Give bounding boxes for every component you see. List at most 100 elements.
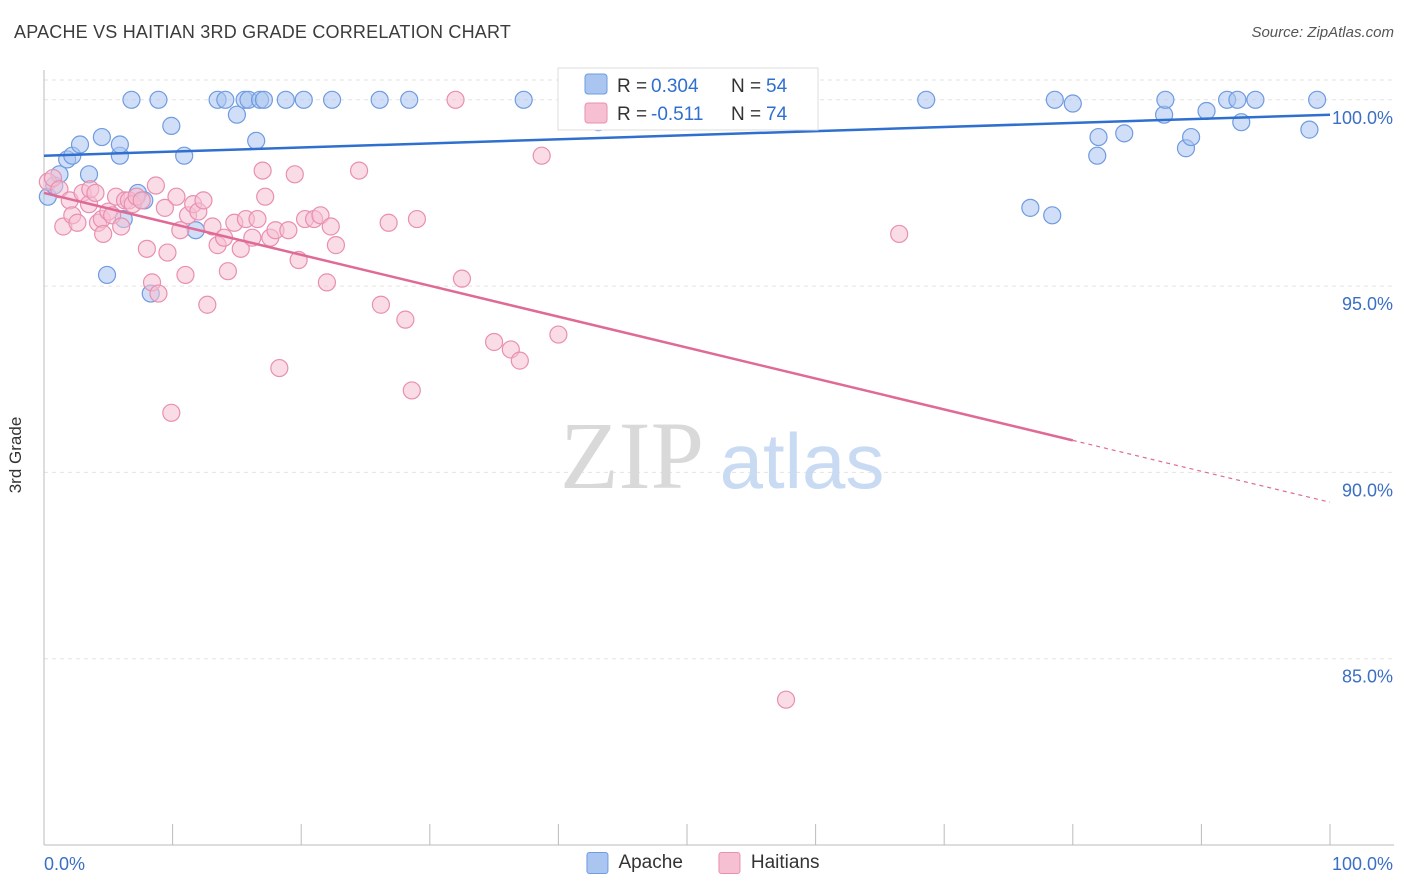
x-tick-label-max: 100.0% — [1332, 854, 1393, 874]
point-apache — [1115, 124, 1134, 143]
point-haitians — [86, 183, 105, 203]
y-tick-label: 90.0% — [1342, 480, 1393, 500]
point-haitians — [149, 284, 168, 303]
point-apache — [1300, 120, 1319, 139]
point-haitians — [890, 224, 909, 244]
trend-line-haitians — [43, 191, 1074, 442]
point-apache — [514, 90, 533, 109]
stats-swatch-apache — [584, 73, 608, 95]
legend-label-haitians: Haitians — [750, 852, 820, 873]
point-haitians — [452, 269, 472, 288]
legend-item-haitians[interactable]: Haitians — [718, 852, 820, 874]
point-apache — [175, 146, 194, 165]
stats-r-label-apache: R = — [617, 76, 647, 97]
stats-n-value-haitians: 74 — [766, 104, 788, 125]
point-haitians — [379, 213, 398, 232]
point-haitians — [248, 209, 267, 229]
y-tick-label: 100.0% — [1332, 108, 1393, 128]
point-haitians — [270, 358, 289, 378]
point-haitians — [326, 236, 346, 255]
point-haitians — [349, 161, 369, 180]
watermark: ZIP atlas — [560, 402, 884, 509]
point-haitians — [155, 198, 174, 217]
stats-n-label-haitians: N = — [731, 104, 761, 125]
point-apache — [110, 135, 129, 154]
point-haitians — [218, 262, 237, 281]
point-haitians — [194, 191, 213, 210]
point-haitians — [510, 351, 529, 370]
point-apache — [122, 90, 141, 109]
y-tick-label: 95.0% — [1342, 294, 1393, 314]
point-apache — [216, 90, 235, 109]
point-haitians — [402, 381, 421, 400]
point-apache — [294, 90, 313, 109]
point-haitians — [198, 295, 217, 314]
point-apache — [322, 90, 342, 109]
chart-title: APACHE VS HAITIAN 3RD GRADE CORRELATION … — [14, 22, 512, 42]
point-haitians — [253, 161, 272, 180]
point-haitians — [256, 187, 275, 206]
point-apache — [370, 90, 389, 109]
point-apache — [162, 116, 181, 135]
point-haitians — [167, 187, 186, 206]
legend-swatch-apache — [586, 852, 609, 874]
point-haitians — [132, 191, 151, 210]
point-haitians — [112, 217, 131, 236]
point-apache — [227, 105, 246, 124]
point-apache — [1088, 146, 1107, 165]
stats-legend-box: R = 0.304 N = 54 R = -0.511 N = 74 — [557, 67, 819, 131]
point-apache — [917, 90, 936, 109]
point-haitians — [485, 332, 504, 352]
stats-r-label-haitians: R = — [617, 104, 647, 125]
point-haitians — [311, 206, 330, 225]
point-haitians — [158, 243, 177, 262]
point-haitians — [162, 403, 181, 422]
stats-n-value-apache: 54 — [766, 76, 788, 97]
point-apache — [1197, 101, 1216, 121]
point-apache — [1043, 206, 1062, 225]
data-points — [38, 90, 1327, 709]
point-haitians — [446, 90, 465, 109]
point-haitians — [137, 239, 156, 258]
point-haitians — [396, 310, 415, 329]
chart-legend: Apache Haitians — [586, 852, 820, 874]
watermark-atlas: atlas — [720, 417, 885, 505]
point-apache — [1308, 90, 1327, 109]
point-haitians — [285, 165, 304, 184]
y-tick-label: 85.0% — [1342, 667, 1393, 687]
point-haitians — [371, 295, 391, 314]
point-haitians — [279, 221, 298, 240]
point-haitians — [176, 265, 195, 285]
point-apache — [97, 265, 117, 285]
point-apache — [1045, 90, 1064, 109]
trend-lines — [43, 113, 1331, 503]
legend-item-apache[interactable]: Apache — [586, 852, 683, 874]
point-apache — [276, 90, 295, 109]
stats-r-value-apache: 0.304 — [651, 76, 699, 97]
point-apache — [1246, 90, 1265, 109]
legend-swatch-haitians — [718, 852, 741, 874]
source-label: Source: ZipAtlas.com — [1251, 24, 1394, 41]
point-haitians — [317, 273, 337, 292]
point-haitians — [532, 146, 551, 165]
trend-line-apache — [43, 113, 1331, 157]
trend-line-extension-haitians — [1072, 439, 1331, 503]
gridlines — [44, 79, 1394, 660]
tick-labels: 85.0% 90.0% 95.0% 100.0% 0.0% 100.0% — [44, 108, 1393, 874]
point-haitians — [776, 690, 796, 709]
point-apache — [400, 90, 419, 109]
point-haitians — [94, 224, 113, 244]
point-apache — [254, 90, 274, 109]
point-apache — [1021, 198, 1040, 217]
x-tick-label-min: 0.0% — [44, 854, 85, 874]
point-haitians — [549, 325, 568, 344]
point-haitians — [68, 213, 87, 232]
point-apache — [1063, 94, 1082, 113]
point-apache — [92, 127, 111, 147]
point-haitians — [203, 217, 222, 236]
stats-n-label-apache: N = — [731, 76, 761, 97]
watermark-zip: ZIP — [560, 402, 704, 509]
point-haitians — [407, 209, 427, 229]
legend-label-apache: Apache — [618, 852, 683, 873]
